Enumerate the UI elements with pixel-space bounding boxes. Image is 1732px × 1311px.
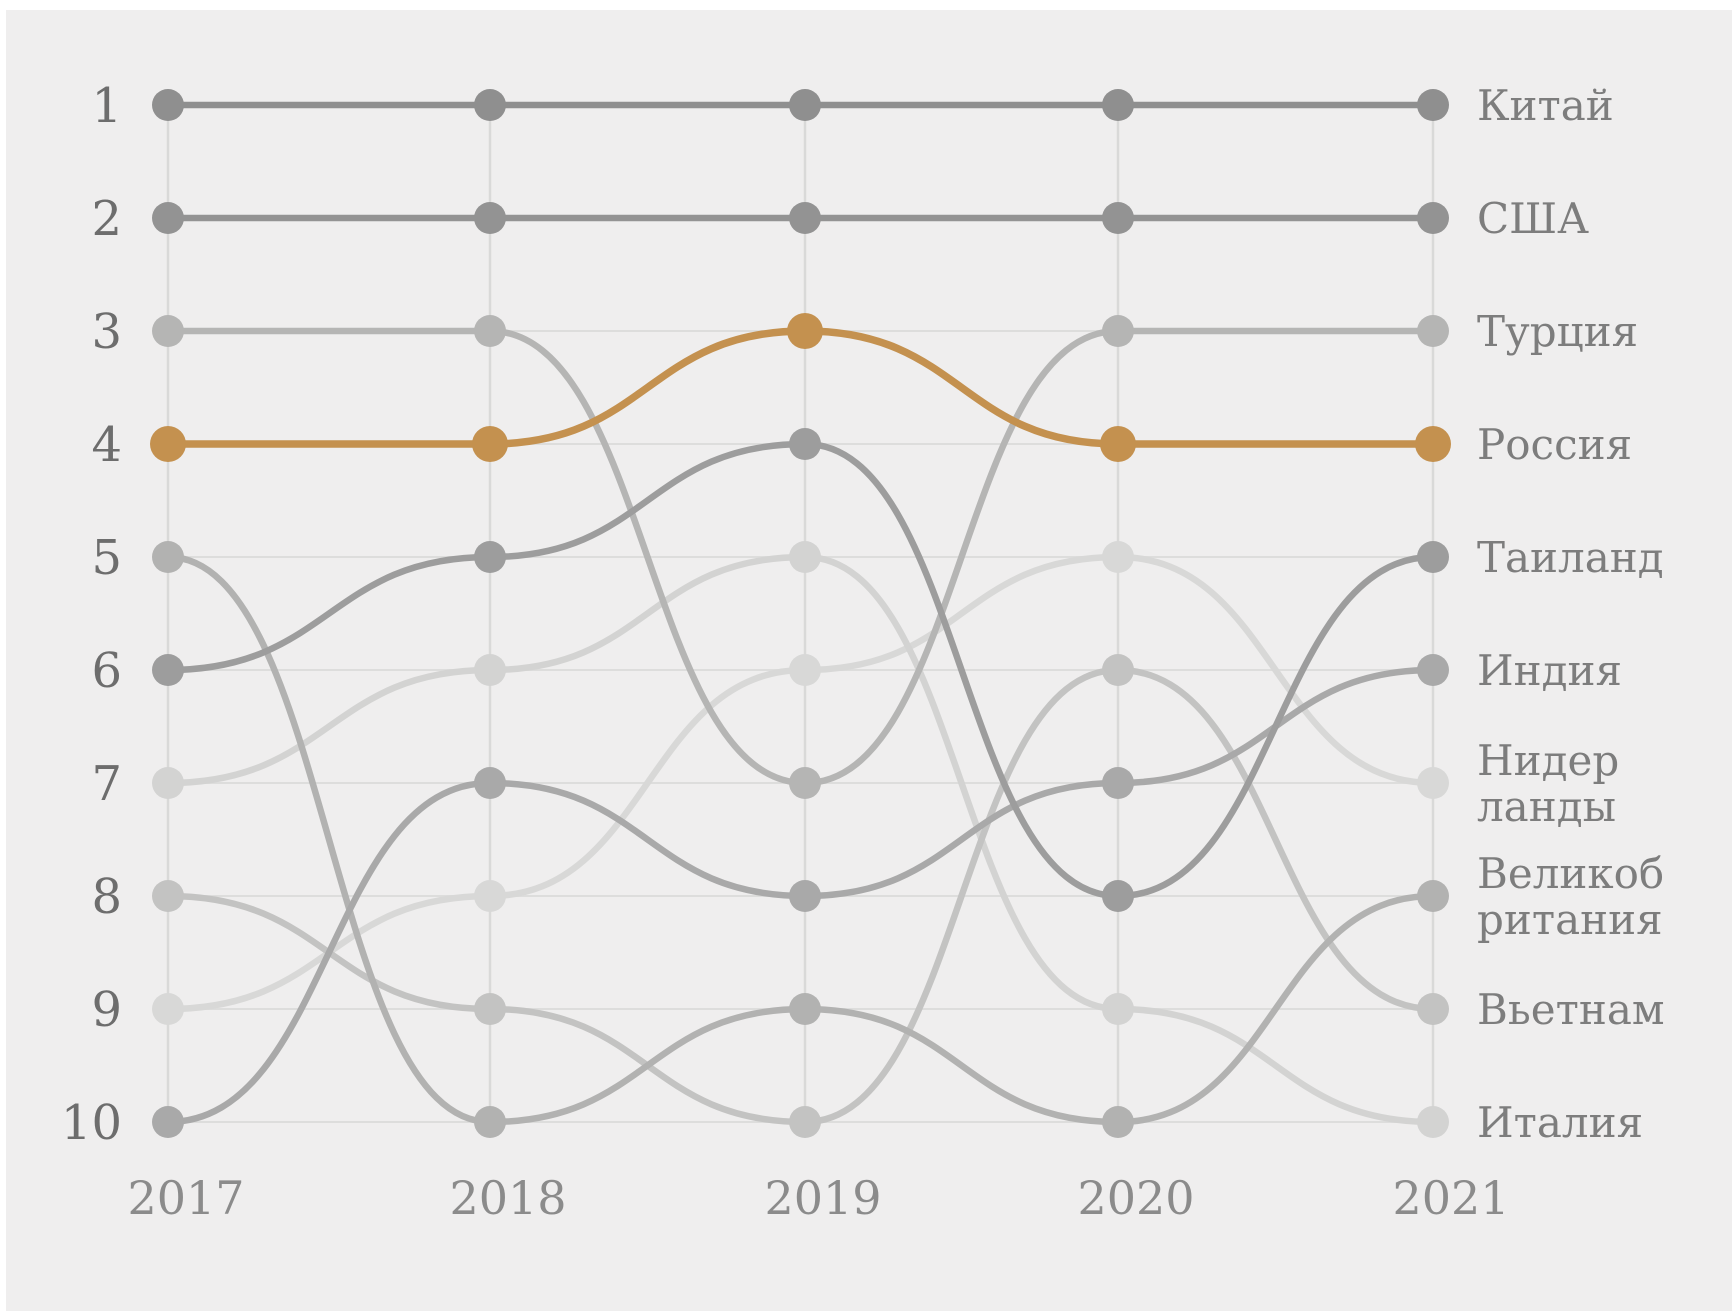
series-label-Индия[interactable]: Индия [1477, 646, 1622, 695]
x-axis-year-label: 2021 [1392, 1171, 1509, 1225]
data-point-Турция[interactable] [789, 767, 821, 799]
data-point-Таиланд[interactable] [474, 541, 506, 573]
data-point-Вьетнам[interactable] [1102, 654, 1134, 686]
data-point-Китай[interactable] [1417, 89, 1449, 121]
data-point-Италия[interactable] [1102, 993, 1134, 1025]
data-point-Китай[interactable] [1102, 89, 1134, 121]
data-point-США[interactable] [789, 202, 821, 234]
x-axis-year-label: 2020 [1077, 1171, 1194, 1225]
series-line-Таиланд[interactable] [167, 440, 1434, 900]
rank-axis-label: 6 [91, 643, 122, 699]
series-label-Италия[interactable]: Италия [1477, 1098, 1643, 1147]
data-point-Нидерланды[interactable] [1102, 541, 1134, 573]
data-point-Китай[interactable] [152, 89, 184, 121]
data-point-Индия[interactable] [474, 767, 506, 799]
series-line-Италия[interactable] [167, 553, 1434, 1126]
data-point-Китай[interactable] [789, 89, 821, 121]
x-axis-year-label: 2019 [764, 1171, 881, 1225]
data-point-Вьетнам[interactable] [152, 880, 184, 912]
series-label-США[interactable]: США [1477, 194, 1589, 243]
x-axis-year-label: 2018 [449, 1171, 566, 1225]
data-point-Вьетнам[interactable] [1417, 993, 1449, 1025]
rank-axis-label: 9 [91, 982, 122, 1038]
data-point-Нидерланды[interactable] [152, 993, 184, 1025]
x-axis-year-label: 2017 [127, 1171, 244, 1225]
series-label-Нидерланды[interactable]: Нидер [1477, 736, 1619, 785]
series-label-Россия[interactable]: Россия [1477, 420, 1632, 469]
data-point-Индия[interactable] [789, 880, 821, 912]
data-point-США[interactable] [1102, 202, 1134, 234]
data-point-Китай[interactable] [474, 89, 506, 121]
data-point-Россия[interactable] [472, 426, 508, 462]
data-point-США[interactable] [474, 202, 506, 234]
series-label-Китай[interactable]: Китай [1477, 81, 1614, 130]
data-point-Нидерланды[interactable] [1417, 767, 1449, 799]
data-point-Россия[interactable] [787, 313, 823, 349]
rank-axis-label: 4 [91, 417, 122, 473]
data-point-Таиланд[interactable] [789, 428, 821, 460]
data-point-Таиланд[interactable] [1102, 880, 1134, 912]
data-point-Индия[interactable] [152, 1106, 184, 1138]
data-point-Турция[interactable] [474, 315, 506, 347]
rank-axis-label: 5 [91, 530, 122, 586]
chart-panel: 1 2 3 4 5 6 7 8 9 10 2017 2018 2019 2020 2021 Нидер ланд… [6, 10, 1732, 1311]
series-label-Турция[interactable]: Турция [1477, 307, 1638, 356]
data-point-Италия[interactable] [152, 767, 184, 799]
data-point-Нидерланды[interactable] [474, 880, 506, 912]
series-label-Великобритания[interactable]: Великоб [1477, 849, 1664, 898]
data-point-Турция[interactable] [1417, 315, 1449, 347]
series-line-Индия[interactable] [167, 666, 1434, 1126]
data-point-Великобритания[interactable] [152, 541, 184, 573]
data-point-Италия[interactable] [1417, 1106, 1449, 1138]
data-point-Таиланд[interactable] [152, 654, 184, 686]
data-point-Таиланд[interactable] [1417, 541, 1449, 573]
data-point-Вьетнам[interactable] [789, 1106, 821, 1138]
series-line-Великобритания[interactable] [167, 553, 1434, 1126]
series-label-Великобритания[interactable]: ритания [1477, 895, 1663, 944]
data-point-Великобритания[interactable] [1102, 1106, 1134, 1138]
data-point-США[interactable] [152, 202, 184, 234]
data-point-Россия[interactable] [1415, 426, 1451, 462]
data-point-Великобритания[interactable] [1417, 880, 1449, 912]
data-point-Великобритания[interactable] [789, 993, 821, 1025]
data-point-Индия[interactable] [1417, 654, 1449, 686]
data-point-США[interactable] [1417, 202, 1449, 234]
series-label-Нидерланды[interactable]: ланды [1477, 782, 1616, 831]
data-point-Турция[interactable] [152, 315, 184, 347]
series-label-Таиланд[interactable]: Таиланд [1477, 533, 1664, 582]
data-point-Вьетнам[interactable] [474, 993, 506, 1025]
series-line-Вьетнам[interactable] [167, 666, 1434, 1126]
data-point-Нидерланды[interactable] [789, 654, 821, 686]
rank-axis-label: 2 [91, 191, 122, 247]
data-point-Турция[interactable] [1102, 315, 1134, 347]
rank-axis-label: 8 [91, 869, 122, 925]
data-point-Россия[interactable] [1100, 426, 1136, 462]
data-point-Индия[interactable] [1102, 767, 1134, 799]
rank-axis-label: 3 [91, 304, 122, 360]
rank-axis-label: 10 [61, 1095, 122, 1151]
rank-axis-label: 7 [91, 756, 122, 812]
data-point-Италия[interactable] [789, 541, 821, 573]
series-label-Вьетнам[interactable]: Вьетнам [1477, 985, 1665, 1034]
data-point-Россия[interactable] [150, 426, 186, 462]
rank-axis-label: 1 [91, 78, 122, 134]
data-point-Великобритания[interactable] [474, 1106, 506, 1138]
data-point-Италия[interactable] [474, 654, 506, 686]
